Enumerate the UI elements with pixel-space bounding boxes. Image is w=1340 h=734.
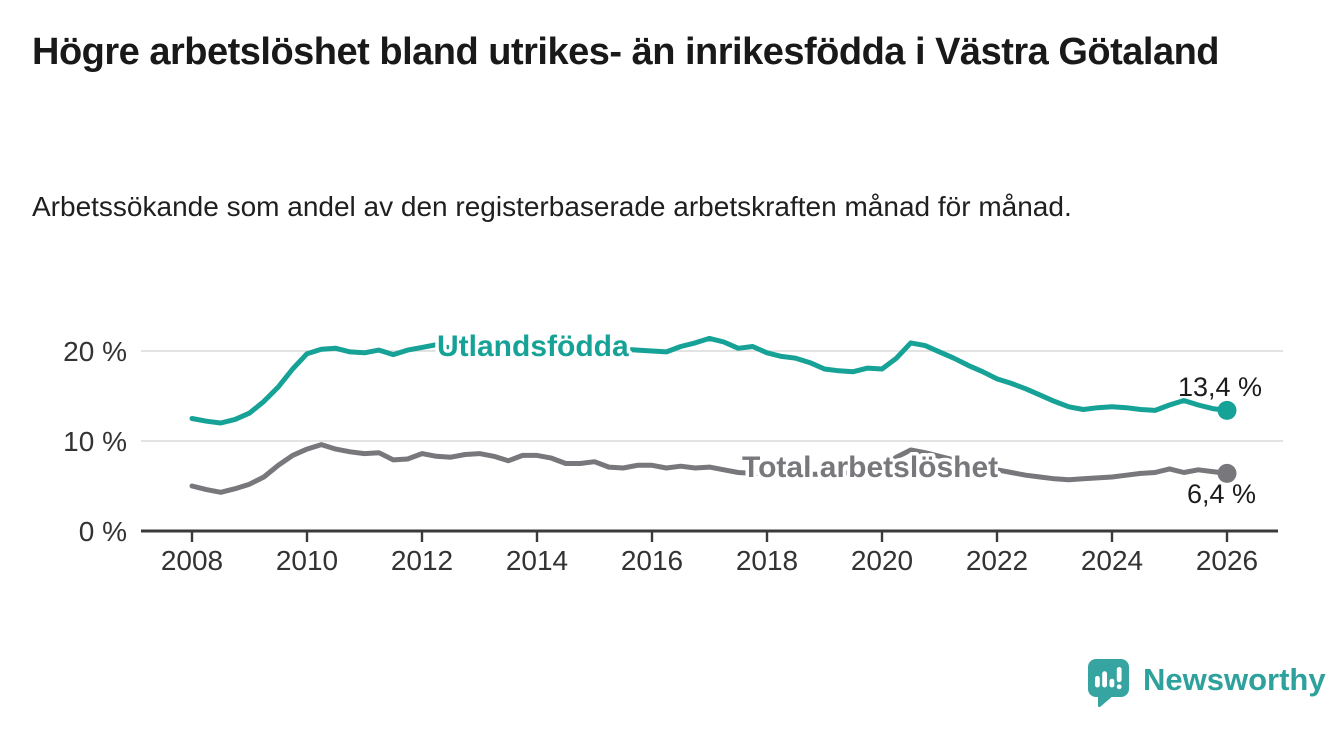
page-subtitle: Arbetssökande som andel av den registerb… [32,191,1072,222]
x-tick-label-2008: 2008 [161,545,223,576]
x-tick-label-2012: 2012 [391,545,453,576]
x-tick-label-2020: 2020 [851,545,913,576]
series-endpoint-total-arbetsloshet [1217,463,1237,483]
x-axis-ticks: 2008 2010 2012 2014 2016 2018 2020 2022 2024 2026 [161,531,1258,576]
x-tick-label-2024: 2024 [1081,545,1143,576]
series-line-utlandsfodda [189,335,1230,426]
x-tick-label-2016: 2016 [621,545,683,576]
y-tick-label-20: 20 % [63,336,127,367]
end-value-label-total-arbetsloshet: 6,4 % [1187,479,1256,509]
newsworthy-logo-icon [1088,659,1129,708]
series-label-total-arbetsloshet: Total arbetslöshet [742,451,998,484]
series-endpoint-utlandsfodda [1217,400,1237,420]
series-label-utlandsfodda: Utlandsfödda [437,330,629,363]
y-axis-labels: 0 % 10 % 20 % [63,336,127,547]
x-tick-label-2010: 2010 [276,545,338,576]
x-tick-label-2022: 2022 [966,545,1028,576]
y-tick-label-10: 10 % [63,426,127,457]
x-tick-label-2014: 2014 [506,545,568,576]
end-value-label-utlandsfodda: 13,4 % [1178,372,1262,402]
y-tick-label-0: 0 % [79,516,127,547]
series-line-total-arbetsloshet [189,442,1230,495]
x-tick-label-2026: 2026 [1196,545,1258,576]
gridlines [141,350,1283,442]
newsworthy-wordmark: Newsworthy [1143,662,1326,697]
newsworthy-logo: Newsworthy [1088,659,1326,709]
x-tick-label-2018: 2018 [736,545,798,576]
speech-bubble-tail [1098,693,1114,708]
page-title: Högre arbetslöshet bland utrikes- än inr… [32,31,1220,73]
